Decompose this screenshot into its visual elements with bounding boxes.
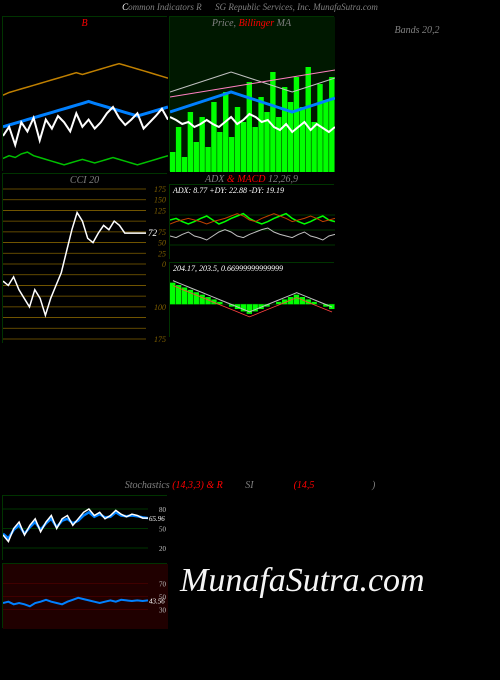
stoch-chart: 80 50 20 65.96 bbox=[3, 496, 168, 561]
svg-text:175: 175 bbox=[154, 335, 166, 344]
svg-text:43.56: 43.56 bbox=[149, 597, 165, 605]
svg-text:50: 50 bbox=[159, 526, 167, 534]
header-text1: ommon Indicators R bbox=[128, 2, 202, 12]
header-text2: SG Republic Services, Inc. MunafaSutra.c… bbox=[215, 2, 378, 12]
svg-text:70: 70 bbox=[159, 581, 167, 589]
rsi-panel: 70503043.56 bbox=[2, 563, 167, 628]
macd-values: 204.17, 203.5, 0.66999999999999 bbox=[173, 264, 283, 273]
svg-text:50: 50 bbox=[158, 239, 166, 248]
bands-label: Bands 20,2 bbox=[336, 16, 498, 171]
svg-text:75: 75 bbox=[158, 228, 166, 237]
adx-chart bbox=[170, 185, 335, 260]
price-ma-panel: Price, Billinger MA bbox=[169, 16, 334, 171]
adx-macd-column: ADX & MACD 12,26,9 ADX: 8.77 +DY: 22.88 … bbox=[169, 173, 334, 343]
svg-text:150: 150 bbox=[154, 196, 166, 205]
bollinger-chart bbox=[3, 17, 168, 172]
macd-chart bbox=[170, 263, 335, 338]
stoch-panel: 80 50 20 65.96 bbox=[2, 495, 167, 560]
svg-text:72: 72 bbox=[148, 228, 158, 238]
page-header: Common Indicators R SG Republic Services… bbox=[0, 0, 500, 14]
svg-text:80: 80 bbox=[159, 506, 167, 514]
price-ma-title: Price, Billinger MA bbox=[170, 18, 333, 29]
svg-text:125: 125 bbox=[154, 206, 166, 215]
stoch-title: Stochastics (14,3,3) & R SI (14,5 ) bbox=[0, 480, 500, 491]
cci-panel: CCI 20 175 150125 75 5025 0 100 175 72 bbox=[2, 173, 167, 343]
svg-text:65.96: 65.96 bbox=[149, 515, 165, 523]
svg-text:175: 175 bbox=[154, 185, 166, 194]
watermark: MunafaSutra.com bbox=[180, 562, 425, 600]
price-ma-chart bbox=[170, 17, 335, 172]
adx-title: ADX & MACD 12,26,9 bbox=[169, 174, 334, 185]
cci-title: CCI 20 bbox=[3, 175, 166, 186]
svg-text:0: 0 bbox=[162, 260, 166, 269]
macd-panel: 204.17, 203.5, 0.66999999999999 bbox=[169, 262, 334, 337]
svg-text:30: 30 bbox=[159, 607, 167, 615]
adx-values: ADX: 8.77 +DY: 22.88 -DY: 19.19 bbox=[173, 186, 284, 195]
svg-text:25: 25 bbox=[158, 249, 166, 258]
svg-text:100: 100 bbox=[154, 303, 166, 312]
bollinger-panel: B bbox=[2, 16, 167, 171]
svg-text:20: 20 bbox=[159, 545, 167, 553]
rsi-chart: 70503043.56 bbox=[3, 564, 168, 629]
bollinger-title: B bbox=[3, 18, 166, 29]
adx-panel: ADX: 8.77 +DY: 22.88 -DY: 19.19 bbox=[169, 184, 334, 259]
cci-chart: 175 150125 75 5025 0 100 175 72 bbox=[3, 174, 168, 344]
